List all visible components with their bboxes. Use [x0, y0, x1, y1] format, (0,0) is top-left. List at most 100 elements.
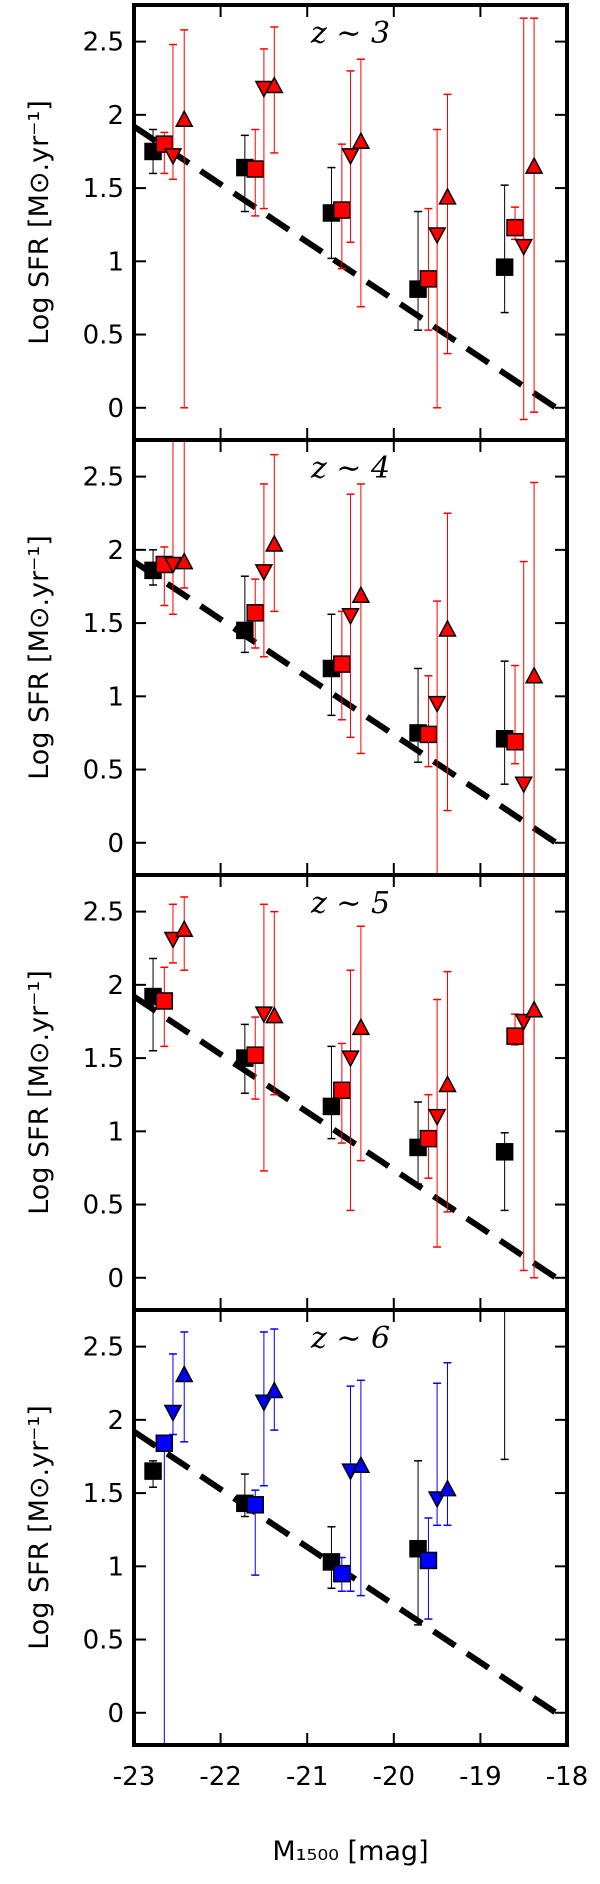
y-tick-label: 1 [107, 247, 124, 277]
x-axis-label: M₁₅₀₀ [mag] [272, 1836, 428, 1867]
data-point-square [246, 1496, 264, 1514]
data-point-triangle-up [438, 619, 457, 637]
dashed-relation-line [132, 124, 569, 418]
data-point-triangle-down [427, 695, 447, 714]
data-point-square [419, 725, 438, 744]
data-point-square [155, 1434, 174, 1453]
redshift-label: z ∼ 3 [310, 16, 390, 51]
data-point-triangle-up [174, 919, 194, 937]
y-tick-label: 0.5 [83, 1626, 124, 1656]
y-tick-label: 0.5 [83, 1191, 124, 1221]
data-point-square [246, 1046, 264, 1064]
data-point-triangle-down [427, 227, 447, 245]
data-point-square [333, 655, 351, 673]
data-point-square [506, 732, 524, 751]
data-point-triangle-down [163, 148, 183, 166]
data-point-triangle-up [265, 1380, 284, 1399]
y-tick-label: 1 [107, 682, 124, 712]
data-point-triangle-up [351, 1455, 371, 1474]
x-tick-label: -20 [373, 1762, 415, 1792]
data-point-triangle-down [514, 776, 533, 794]
data-point-square [246, 160, 264, 178]
data-point-triangle-down [254, 1006, 274, 1024]
y-tick-label: 2.5 [83, 28, 124, 58]
x-tick-label: -18 [546, 1762, 588, 1792]
data-point-square [144, 1462, 162, 1480]
data-point-square [419, 1551, 438, 1570]
panel-4: 0 0.5 1 1.5 2 2.5 -23 -22 -21 -20 -19 -18 Log SFR [M… [24, 1308, 588, 1867]
redshift-label: z ∼ 6 [310, 1321, 390, 1356]
data-point-triangle-up [438, 1074, 457, 1093]
data-point-triangle-down [341, 148, 360, 166]
y-axis-label: Log SFR [M⊙.yr⁻¹] [24, 100, 55, 345]
data-point-square [419, 270, 438, 288]
data-point-triangle-up [265, 75, 284, 94]
y-tick-label: 0 [107, 1699, 124, 1729]
data-point-triangle-down [163, 556, 183, 575]
data-point-triangle-down [254, 1394, 274, 1412]
data-point-triangle-up [438, 187, 457, 205]
data-point-triangle-up [265, 534, 284, 552]
panel-2: 0 0.5 1 1.5 2 2.5 Log SFR [M⊙.yr⁻¹] z ∼ 4 [24, 438, 569, 877]
data-point-triangle-down [341, 1050, 360, 1068]
data-point-square [419, 1129, 438, 1148]
redshift-label: z ∼ 5 [310, 886, 390, 921]
panel-1: 0 0.5 1 1.5 2 2.5 Log SFR [M⊙.yr⁻¹] z ∼ 3 [24, 3, 569, 442]
data-point-triangle-up [524, 666, 544, 684]
data-point-square [333, 1564, 351, 1583]
data-point-triangle-down [514, 1013, 533, 1032]
data-point-square [333, 201, 351, 219]
data-point-triangle-up [174, 551, 194, 570]
data-point-square [246, 604, 264, 622]
data-point-triangle-up [524, 156, 544, 174]
y-tick-label: 0 [107, 1264, 124, 1294]
x-tick-label: -19 [459, 1762, 501, 1792]
panel-frame [132, 1308, 569, 1747]
y-tick-label: 1.5 [83, 609, 124, 639]
data-point-square [495, 1143, 514, 1161]
y-tick-label: 0 [107, 829, 124, 859]
data-point-square [322, 1097, 341, 1116]
x-tick-label: -21 [286, 1762, 328, 1792]
data-point-triangle-down [254, 564, 274, 582]
panel-3: 0 0.5 1 1.5 2 2.5 Log SFR [M⊙.yr⁻¹] z ∼ 5 [24, 873, 569, 1312]
data-point-square [506, 218, 524, 237]
data-point-triangle-up [438, 1479, 457, 1497]
data-point-triangle-up [174, 109, 194, 127]
y-tick-label: 1.5 [83, 1044, 124, 1074]
x-tick-label: -22 [199, 1762, 241, 1792]
data-point-triangle-down [427, 1108, 447, 1127]
data-point-triangle-up [265, 1006, 284, 1024]
y-tick-label: 2.5 [83, 898, 124, 928]
data-point-triangle-down [341, 608, 360, 626]
y-tick-label: 2 [107, 1406, 124, 1436]
y-tick-label: 0.5 [83, 756, 124, 786]
y-tick-label: 0.5 [83, 321, 124, 351]
y-axis-label: Log SFR [M⊙.yr⁻¹] [24, 535, 55, 780]
data-point-square [495, 258, 514, 276]
data-point-triangle-down [163, 1404, 183, 1423]
data-point-square [506, 1027, 524, 1045]
y-tick-label: 1.5 [83, 1479, 124, 1509]
y-tick-label: 0 [107, 394, 124, 424]
x-tick-label: -23 [113, 1762, 155, 1792]
data-point-triangle-up [524, 1000, 544, 1018]
y-axis-label: Log SFR [M⊙.yr⁻¹] [24, 970, 55, 1215]
data-point-square [333, 1081, 351, 1100]
y-tick-label: 1.5 [83, 174, 124, 204]
y-tick-label: 1 [107, 1117, 124, 1147]
data-point-triangle-up [174, 1364, 194, 1383]
y-tick-label: 2 [107, 971, 124, 1001]
redshift-label: z ∼ 4 [310, 451, 390, 486]
y-tick-label: 1 [107, 1552, 124, 1582]
data-point-triangle-down [514, 238, 533, 257]
data-point-square [236, 621, 254, 640]
y-tick-label: 2 [107, 536, 124, 566]
data-point-triangle-up [351, 585, 371, 604]
data-point-triangle-up [351, 1017, 371, 1036]
y-tick-label: 2 [107, 101, 124, 131]
data-point-square [155, 992, 174, 1010]
y-axis-label: Log SFR [M⊙.yr⁻¹] [24, 1405, 55, 1650]
data-point-triangle-up [351, 131, 371, 149]
